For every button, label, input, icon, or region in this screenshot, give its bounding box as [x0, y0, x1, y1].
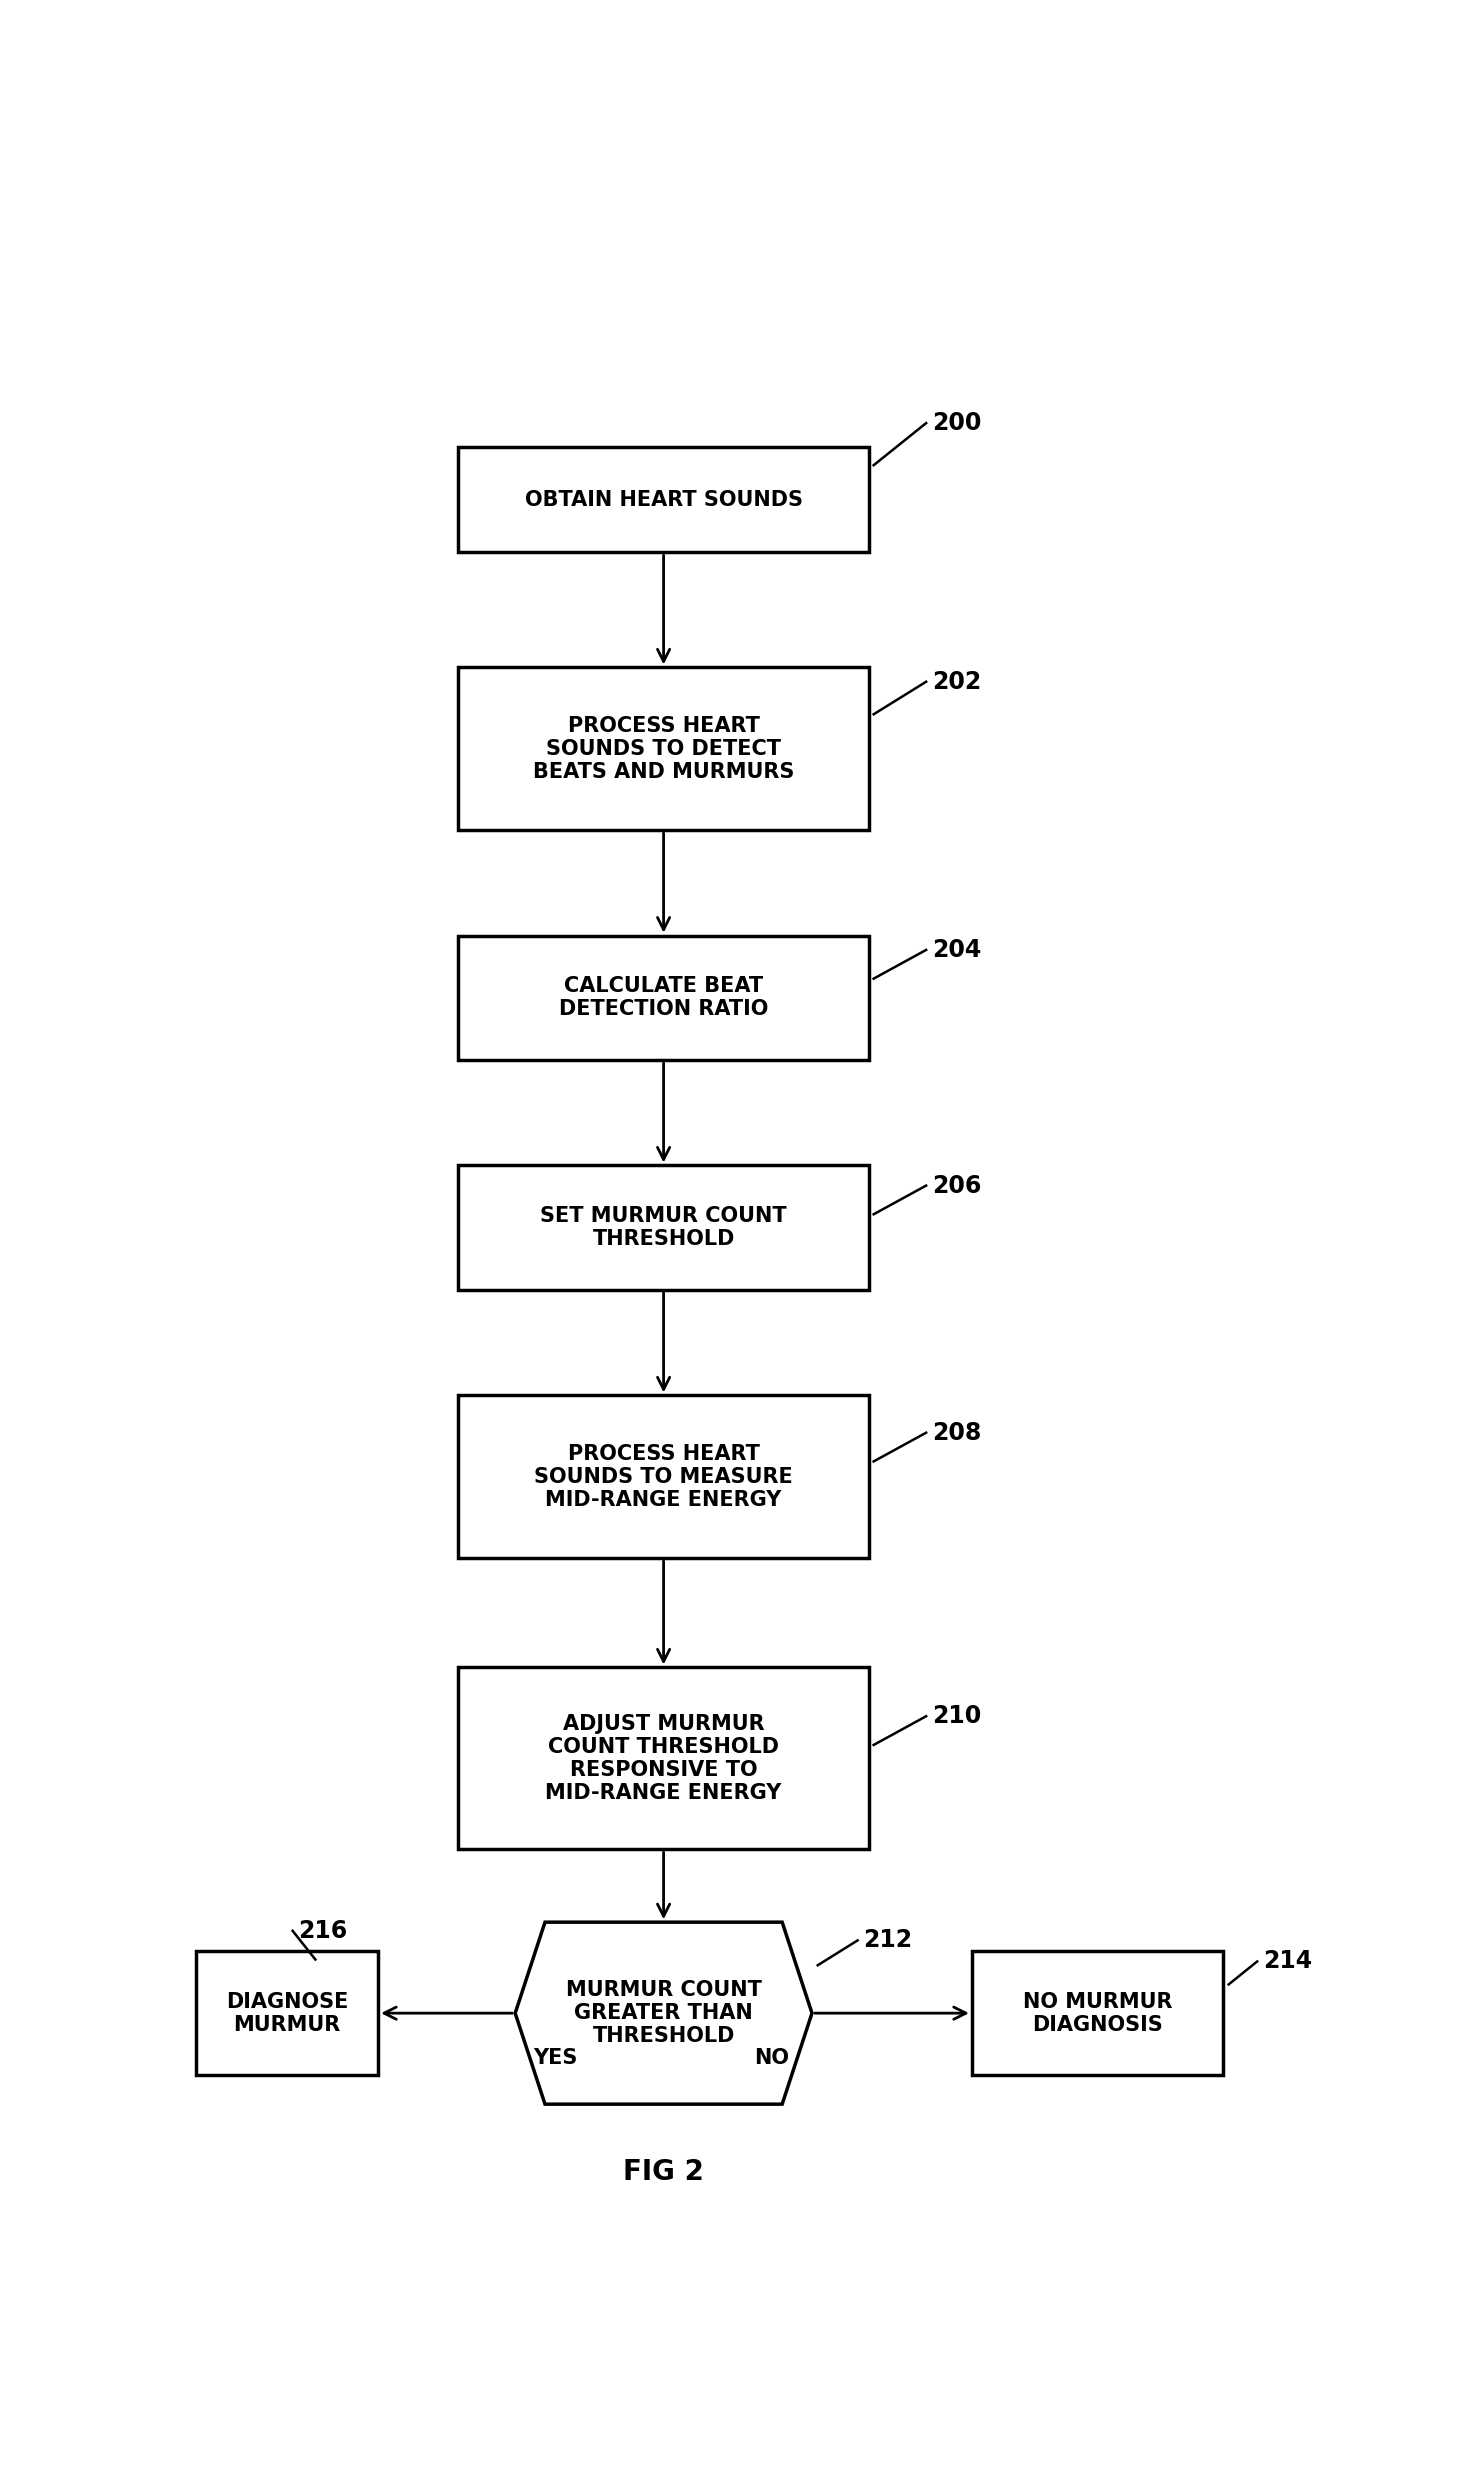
Text: ADJUST MURMUR
COUNT THRESHOLD
RESPONSIVE TO
MID-RANGE ENERGY: ADJUST MURMUR COUNT THRESHOLD RESPONSIVE… [545, 1714, 782, 1804]
Text: YES: YES [533, 2048, 577, 2068]
Text: PROCESS HEART
SOUNDS TO MEASURE
MID-RANGE ENERGY: PROCESS HEART SOUNDS TO MEASURE MID-RANG… [535, 1443, 792, 1510]
Text: CALCULATE BEAT
DETECTION RATIO: CALCULATE BEAT DETECTION RATIO [558, 975, 769, 1020]
Text: SET MURMUR COUNT
THRESHOLD: SET MURMUR COUNT THRESHOLD [541, 1207, 787, 1249]
Bar [458, 1667, 869, 1849]
Text: 208: 208 [932, 1421, 981, 1446]
Text: DIAGNOSE
MURMUR: DIAGNOSE MURMUR [225, 1990, 348, 2035]
Text: 212: 212 [863, 1928, 912, 1953]
Text: 204: 204 [932, 938, 981, 963]
Text: MURMUR COUNT
GREATER THAN
THRESHOLD: MURMUR COUNT GREATER THAN THRESHOLD [566, 1980, 762, 2045]
Bar [458, 667, 869, 831]
Polygon shape [516, 1923, 812, 2105]
Text: NO MURMUR
DIAGNOSIS: NO MURMUR DIAGNOSIS [1022, 1990, 1173, 2035]
Bar [458, 1164, 869, 1289]
Text: FIG 2: FIG 2 [623, 2157, 704, 2187]
Bar [972, 1951, 1223, 2075]
Text: 210: 210 [932, 1704, 981, 1729]
Text: PROCESS HEART
SOUNDS TO DETECT
BEATS AND MURMURS: PROCESS HEART SOUNDS TO DETECT BEATS AND… [533, 717, 794, 781]
Text: 216: 216 [298, 1918, 348, 1943]
Text: OBTAIN HEART SOUNDS: OBTAIN HEART SOUNDS [524, 490, 803, 510]
Bar [458, 935, 869, 1060]
Text: NO: NO [754, 2048, 790, 2068]
Bar [196, 1951, 379, 2075]
Bar [458, 448, 869, 552]
Text: 206: 206 [932, 1174, 981, 1197]
Text: 214: 214 [1262, 1951, 1312, 1973]
Bar [458, 1396, 869, 1557]
Text: 202: 202 [932, 669, 981, 694]
Text: 200: 200 [932, 411, 981, 435]
